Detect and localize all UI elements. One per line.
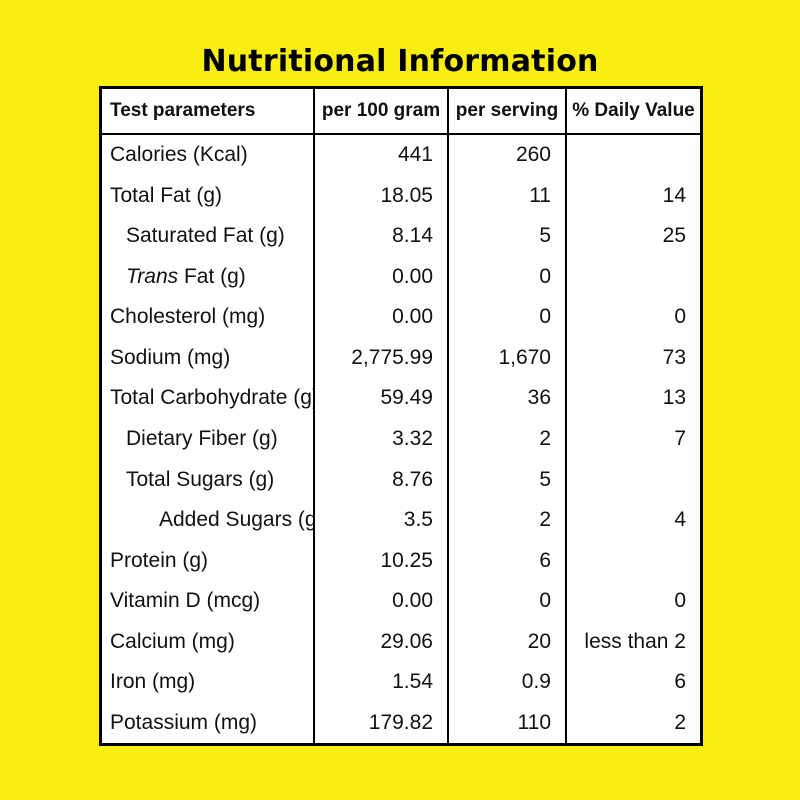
cell-daily-value: 4 xyxy=(565,499,700,541)
cell-per-100-gram: 8.76 xyxy=(313,459,449,500)
row-label: Cholesterol (mg) xyxy=(102,297,315,338)
cell-daily-value: 73 xyxy=(565,337,700,379)
cell-daily-value: 14 xyxy=(565,175,700,217)
cell-per-serving: 0.9 xyxy=(447,661,567,703)
cell-daily-value: 7 xyxy=(565,418,700,460)
cell-per-serving: 2 xyxy=(447,499,567,541)
row-label: Trans Fat (g) xyxy=(102,256,315,298)
cell-per-100-gram: 8.14 xyxy=(313,216,449,257)
cell-daily-value: 0 xyxy=(565,297,700,338)
table-row: Trans Fat (g) 0.00 0 xyxy=(102,256,700,298)
row-label: Calories (Kcal) xyxy=(102,134,315,176)
header-daily-value: % Daily Value xyxy=(565,89,700,135)
nutrition-table: Test parameters per 100 gram per serving… xyxy=(102,89,700,743)
cell-per-serving: 110 xyxy=(447,702,567,743)
table-header: Test parameters per 100 gram per serving… xyxy=(102,89,700,135)
cell-daily-value: 13 xyxy=(565,378,700,419)
cell-per-100-gram: 441 xyxy=(313,134,449,176)
table-row: Total Carbohydrate (g) 59.49 36 13 xyxy=(102,378,700,419)
cell-per-serving: 0 xyxy=(447,256,567,298)
row-label: Protein (g) xyxy=(102,540,315,581)
cell-per-serving: 20 xyxy=(447,621,567,662)
row-label: Potassium (mg) xyxy=(102,702,315,743)
row-label: Added Sugars (g) xyxy=(102,499,315,541)
row-label: Total Fat (g) xyxy=(102,175,315,217)
cell-per-serving: 1,670 xyxy=(447,337,567,379)
cell-daily-value xyxy=(565,134,700,176)
cell-per-serving: 5 xyxy=(447,459,567,500)
cell-per-100-gram: 18.05 xyxy=(313,175,449,217)
table-row: Vitamin D (mcg) 0.00 0 0 xyxy=(102,580,700,622)
row-label: Total Sugars (g) xyxy=(102,459,315,500)
cell-per-100-gram: 3.32 xyxy=(313,418,449,460)
table-row: Dietary Fiber (g) 3.32 2 7 xyxy=(102,418,700,460)
row-label: Dietary Fiber (g) xyxy=(102,418,315,460)
row-label: Total Carbohydrate (g) xyxy=(102,378,315,419)
cell-daily-value xyxy=(565,256,700,298)
cell-per-100-gram: 1.54 xyxy=(313,661,449,703)
row-label: Iron (mg) xyxy=(102,661,315,703)
cell-per-100-gram: 179.82 xyxy=(313,702,449,743)
table-row: Total Fat (g) 18.05 11 14 xyxy=(102,175,700,217)
cell-per-100-gram: 10.25 xyxy=(313,540,449,581)
cell-per-100-gram: 3.5 xyxy=(313,499,449,541)
table-row: Calcium (mg) 29.06 20 less than 2 xyxy=(102,621,700,662)
table-row: Iron (mg) 1.54 0.9 6 xyxy=(102,661,700,703)
cell-per-serving: 36 xyxy=(447,378,567,419)
cell-daily-value: 2 xyxy=(565,702,700,743)
cell-per-100-gram: 0.00 xyxy=(313,256,449,298)
cell-per-serving: 260 xyxy=(447,134,567,176)
table-row: Saturated Fat (g) 8.14 5 25 xyxy=(102,216,700,257)
table-row: Calories (Kcal) 441 260 xyxy=(102,134,700,176)
cell-daily-value: 0 xyxy=(565,580,700,622)
cell-daily-value: 25 xyxy=(565,216,700,257)
cell-per-100-gram: 0.00 xyxy=(313,580,449,622)
cell-per-100-gram: 29.06 xyxy=(313,621,449,662)
row-label: Saturated Fat (g) xyxy=(102,216,315,257)
row-label-rest: Fat (g) xyxy=(178,264,246,288)
header-row: Test parameters per 100 gram per serving… xyxy=(102,89,700,135)
table-row: Total Sugars (g) 8.76 5 xyxy=(102,459,700,500)
header-test-parameters: Test parameters xyxy=(102,89,315,135)
cell-per-100-gram: 59.49 xyxy=(313,378,449,419)
table-row: Sodium (mg) 2,775.99 1,670 73 xyxy=(102,337,700,379)
cell-daily-value: less than 2 xyxy=(565,621,700,662)
cell-daily-value xyxy=(565,459,700,500)
cell-per-serving: 0 xyxy=(447,580,567,622)
header-per-100-gram: per 100 gram xyxy=(313,89,449,135)
table-row: Potassium (mg) 179.82 110 2 xyxy=(102,702,700,743)
cell-per-serving: 2 xyxy=(447,418,567,460)
cell-per-serving: 0 xyxy=(447,297,567,338)
cell-per-serving: 6 xyxy=(447,540,567,581)
cell-daily-value: 6 xyxy=(565,661,700,703)
table-row: Added Sugars (g) 3.5 2 4 xyxy=(102,499,700,541)
cell-per-serving: 5 xyxy=(447,216,567,257)
table-row: Protein (g) 10.25 6 xyxy=(102,540,700,581)
table-row: Cholesterol (mg) 0.00 0 0 xyxy=(102,297,700,338)
cell-per-100-gram: 0.00 xyxy=(313,297,449,338)
header-per-serving: per serving xyxy=(447,89,567,135)
nutrition-table-container: Test parameters per 100 gram per serving… xyxy=(99,86,703,746)
cell-per-serving: 11 xyxy=(447,175,567,217)
row-label: Vitamin D (mcg) xyxy=(102,580,315,622)
table-body: Calories (Kcal) 441 260 Total Fat (g) 18… xyxy=(102,134,700,743)
cell-per-100-gram: 2,775.99 xyxy=(313,337,449,379)
cell-daily-value xyxy=(565,540,700,581)
row-label: Calcium (mg) xyxy=(102,621,315,662)
row-label-italic: Trans xyxy=(126,264,179,288)
row-label: Sodium (mg) xyxy=(102,337,315,379)
page-title: Nutritional Information xyxy=(201,44,599,79)
